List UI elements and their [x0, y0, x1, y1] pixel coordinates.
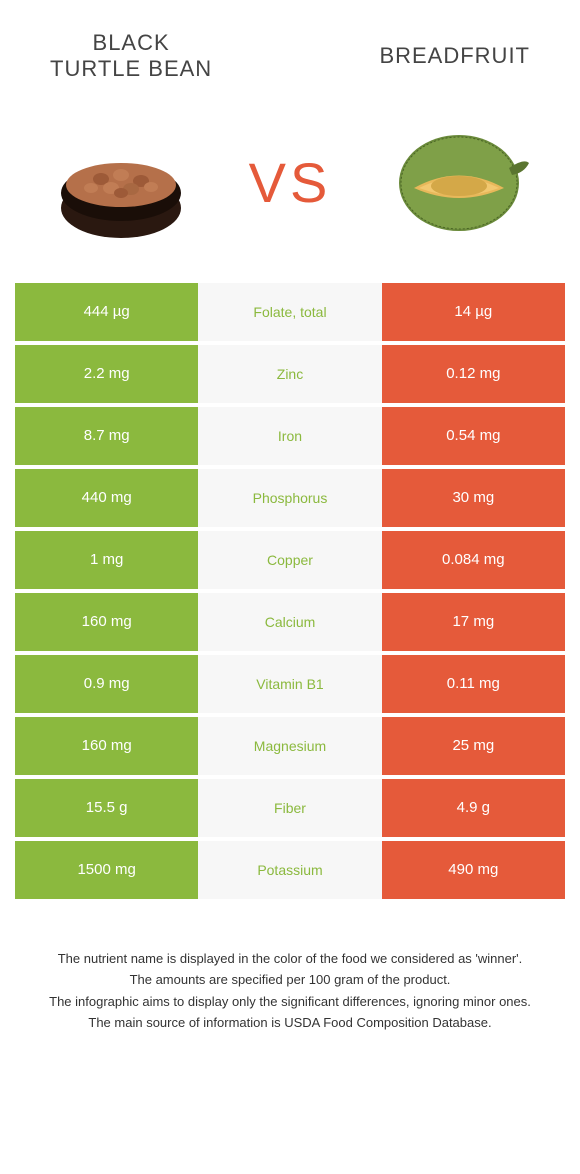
- vs-text: VS: [249, 150, 332, 215]
- nutrient-name: Phosphorus: [198, 469, 381, 527]
- nutrient-name: Fiber: [198, 779, 381, 837]
- right-value: 25 mg: [382, 717, 565, 775]
- table-row: 444 µgFolate, total14 µg: [15, 283, 565, 341]
- table-row: 1 mgCopper0.084 mg: [15, 531, 565, 589]
- nutrient-name: Potassium: [198, 841, 381, 899]
- left-value: 0.9 mg: [15, 655, 198, 713]
- images-row: VS: [0, 103, 580, 283]
- nutrient-name: Zinc: [198, 345, 381, 403]
- right-value: 0.084 mg: [382, 531, 565, 589]
- nutrient-name: Folate, total: [198, 283, 381, 341]
- right-value: 30 mg: [382, 469, 565, 527]
- nutrient-name: Vitamin B1: [198, 655, 381, 713]
- right-value: 17 mg: [382, 593, 565, 651]
- nutrient-name: Copper: [198, 531, 381, 589]
- left-value: 444 µg: [15, 283, 198, 341]
- table-row: 8.7 mgIron0.54 mg: [15, 407, 565, 465]
- footnote-line: The infographic aims to display only the…: [30, 992, 550, 1012]
- right-value: 0.54 mg: [382, 407, 565, 465]
- left-value: 2.2 mg: [15, 345, 198, 403]
- table-row: 160 mgMagnesium25 mg: [15, 717, 565, 775]
- footnotes: The nutrient name is displayed in the co…: [30, 949, 550, 1033]
- table-row: 0.9 mgVitamin B10.11 mg: [15, 655, 565, 713]
- table-row: 2.2 mgZinc0.12 mg: [15, 345, 565, 403]
- nutrient-name: Iron: [198, 407, 381, 465]
- left-value: 440 mg: [15, 469, 198, 527]
- footnote-line: The nutrient name is displayed in the co…: [30, 949, 550, 969]
- nutrient-table: 444 µgFolate, total14 µg2.2 mgZinc0.12 m…: [15, 283, 565, 899]
- nutrient-name: Magnesium: [198, 717, 381, 775]
- left-value: 8.7 mg: [15, 407, 198, 465]
- table-row: 1500 mgPotassium490 mg: [15, 841, 565, 899]
- left-value: 15.5 g: [15, 779, 198, 837]
- table-row: 440 mgPhosphorus30 mg: [15, 469, 565, 527]
- left-food-image: [46, 113, 196, 253]
- right-food-title: BREADFRUIT: [379, 43, 530, 69]
- right-value: 4.9 g: [382, 779, 565, 837]
- right-value: 0.12 mg: [382, 345, 565, 403]
- nutrient-name: Calcium: [198, 593, 381, 651]
- table-row: 160 mgCalcium17 mg: [15, 593, 565, 651]
- table-row: 15.5 gFiber4.9 g: [15, 779, 565, 837]
- right-food-image: [384, 113, 534, 253]
- left-value: 1 mg: [15, 531, 198, 589]
- footnote-line: The main source of information is USDA F…: [30, 1013, 550, 1033]
- left-value: 160 mg: [15, 593, 198, 651]
- right-value: 0.11 mg: [382, 655, 565, 713]
- header: BLACK TURTLE BEAN BREADFRUIT: [0, 0, 580, 103]
- left-value: 1500 mg: [15, 841, 198, 899]
- footnote-line: The amounts are specified per 100 gram o…: [30, 970, 550, 990]
- right-value: 490 mg: [382, 841, 565, 899]
- left-value: 160 mg: [15, 717, 198, 775]
- left-food-title: BLACK TURTLE BEAN: [50, 30, 212, 83]
- right-value: 14 µg: [382, 283, 565, 341]
